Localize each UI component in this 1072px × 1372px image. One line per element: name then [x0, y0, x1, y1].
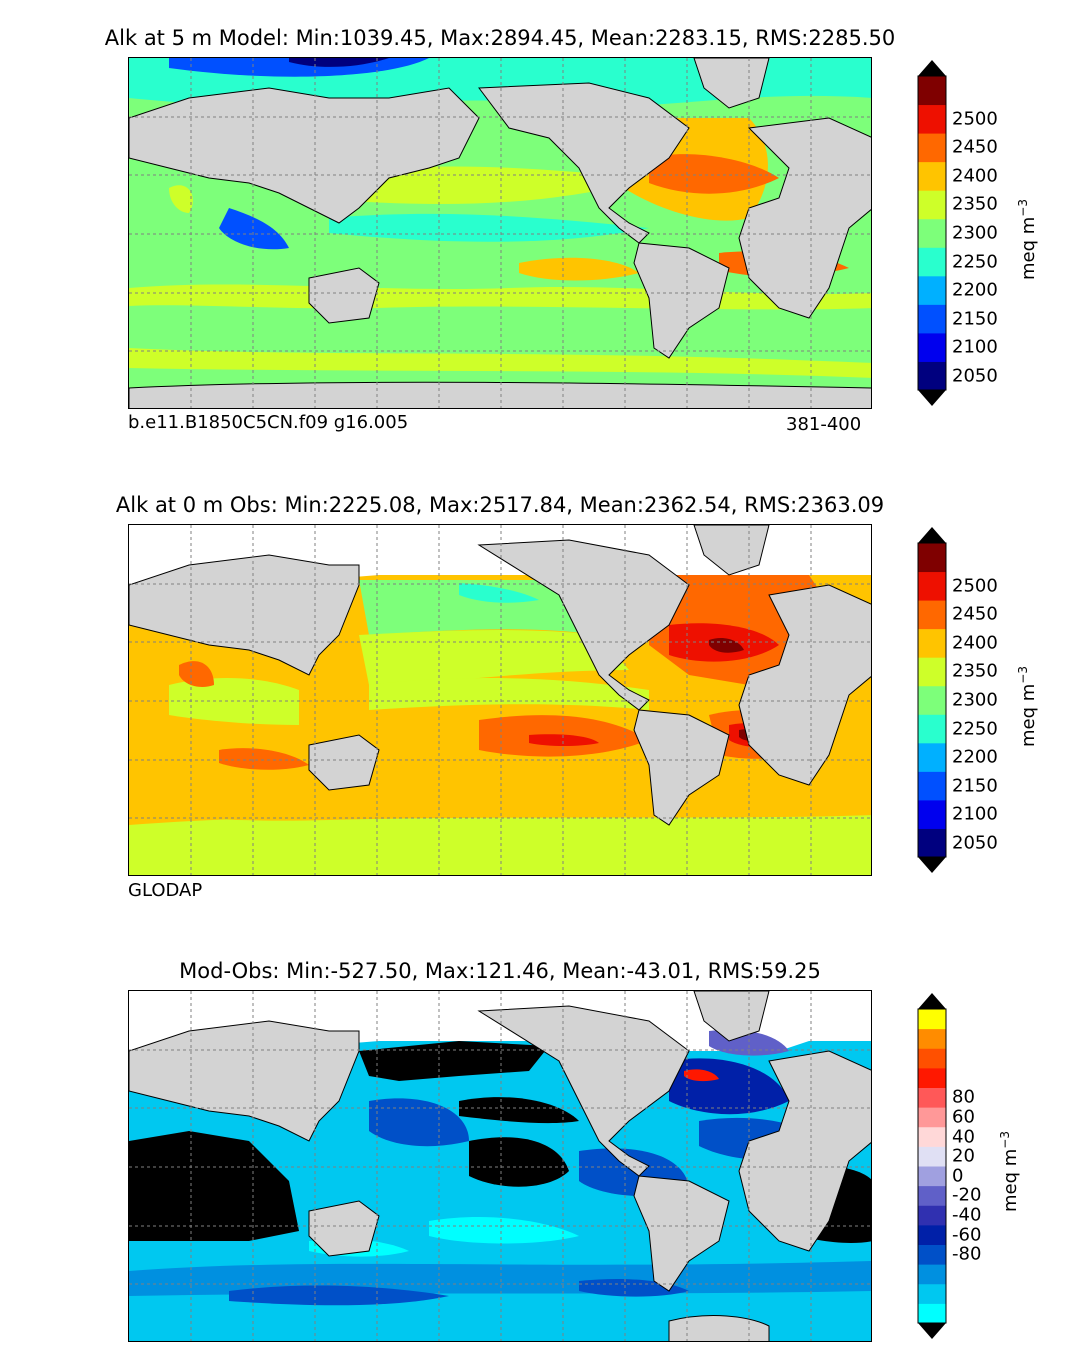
- colorbar-segment: [918, 1146, 946, 1167]
- colorbar-extend-max: [918, 527, 946, 543]
- panel-1-colorbar: [917, 60, 947, 406]
- colorbar-tick-label: 2500: [952, 575, 998, 597]
- colorbar-tick-label: 2250: [952, 718, 998, 740]
- colorbar-segment: [918, 1028, 946, 1049]
- colorbar-segment: [918, 628, 946, 658]
- colorbar-tick-label: 0: [952, 1165, 964, 1187]
- panel-2-colorbar: [917, 527, 947, 873]
- colorbar-tick-label: -60: [952, 1224, 982, 1246]
- colorbar-tick-label: 20: [952, 1145, 975, 1167]
- colorbar-segment: [918, 247, 946, 277]
- colorbar-tick-label: 2400: [952, 632, 998, 654]
- panel-1-years: 381-400: [786, 414, 862, 435]
- colorbar-svg: [917, 993, 947, 1339]
- colorbar-tick-label: 2300: [952, 689, 998, 711]
- panel-1-map: [128, 57, 872, 409]
- colorbar-segment: [918, 1126, 946, 1147]
- colorbar-segment: [918, 1048, 946, 1069]
- colorbar-segment: [918, 742, 946, 772]
- colorbar-segment: [918, 1264, 946, 1285]
- colorbar-segment: [918, 714, 946, 744]
- colorbar-segment: [918, 104, 946, 134]
- panel-2-unit-label: meq m−3: [1016, 666, 1039, 747]
- colorbar-extend-max: [918, 993, 946, 1009]
- colorbar-tick-label: -40: [952, 1204, 982, 1226]
- colorbar-extend-min: [918, 857, 946, 873]
- panel-1-title: Alk at 5 m Model: Min:1039.45, Max:2894.…: [104, 26, 896, 50]
- colorbar-tick-label: 2200: [952, 279, 998, 301]
- colorbar-tick-label: 2250: [952, 251, 998, 273]
- colorbar-segment: [918, 543, 946, 573]
- colorbar-tick-label: 2100: [952, 803, 998, 825]
- panel-1-case-name: b.e11.B1850C5CN.f09 g16.005: [128, 412, 409, 433]
- colorbar-segment: [918, 571, 946, 601]
- colorbar-segment: [918, 657, 946, 687]
- colorbar-extend-max: [918, 60, 946, 76]
- colorbar-segment: [918, 218, 946, 248]
- colorbar-segment: [918, 1283, 946, 1304]
- colorbar-tick-label: 80: [952, 1086, 975, 1108]
- colorbar-tick-label: 2050: [952, 832, 998, 854]
- colorbar-tick-label: 2300: [952, 222, 998, 244]
- colorbar-segment: [918, 332, 946, 362]
- colorbar-tick-label: 2200: [952, 746, 998, 768]
- colorbar-segment: [918, 190, 946, 220]
- panel-2-title: Alk at 0 m Obs: Min:2225.08, Max:2517.84…: [115, 493, 885, 517]
- colorbar-segment: [918, 771, 946, 801]
- colorbar-tick-label: 2150: [952, 775, 998, 797]
- colorbar-segment: [918, 1107, 946, 1128]
- colorbar-tick-label: 2350: [952, 193, 998, 215]
- colorbar-segment: [918, 1166, 946, 1187]
- colorbar-segment: [918, 1185, 946, 1206]
- panel-3-title: Mod-Obs: Min:-527.50, Max:121.46, Mean:-…: [179, 959, 821, 983]
- colorbar-segment: [918, 361, 946, 391]
- panel-3-map: [128, 990, 872, 1342]
- colorbar-border: [917, 542, 947, 858]
- colorbar-segment: [918, 799, 946, 829]
- panel-3-colorbar: [917, 993, 947, 1339]
- colorbar-segment: [918, 1009, 946, 1030]
- colorbar-segment: [918, 1244, 946, 1265]
- colorbar-segment: [918, 275, 946, 305]
- colorbar-border: [917, 75, 947, 391]
- colorbar-tick-label: -20: [952, 1184, 982, 1206]
- colorbar-tick-label: 40: [952, 1126, 975, 1148]
- colorbar-segment: [918, 1224, 946, 1245]
- colorbar-segment: [918, 1303, 946, 1324]
- panel-2-map: [128, 524, 872, 876]
- colorbar-tick-label: 2100: [952, 336, 998, 358]
- colorbar-border: [917, 1008, 947, 1324]
- colorbar-segment: [918, 828, 946, 858]
- panel-3-unit-label: meq m−3: [998, 1131, 1021, 1212]
- colorbar-segment: [918, 1087, 946, 1108]
- colorbar-segment: [918, 304, 946, 334]
- colorbar-tick-label: -80: [952, 1243, 982, 1265]
- colorbar-segment: [918, 600, 946, 630]
- colorbar-segment: [918, 133, 946, 163]
- colorbar-tick-label: 2400: [952, 165, 998, 187]
- colorbar-tick-label: 60: [952, 1106, 975, 1128]
- colorbar-tick-label: 2500: [952, 108, 998, 130]
- colorbar-tick-label: 2450: [952, 603, 998, 625]
- colorbar-extend-min: [918, 1323, 946, 1339]
- colorbar-extend-min: [918, 390, 946, 406]
- colorbar-segment: [918, 685, 946, 715]
- colorbar-segment: [918, 1205, 946, 1226]
- colorbar-segment: [918, 1067, 946, 1088]
- colorbar-tick-label: 2350: [952, 660, 998, 682]
- colorbar-tick-label: 2450: [952, 136, 998, 158]
- colorbar-svg: [917, 527, 947, 873]
- colorbar-svg: [917, 60, 947, 406]
- panel-2-source: GLODAP: [128, 880, 203, 901]
- panel-1-unit-label: meq m−3: [1016, 199, 1039, 280]
- colorbar-tick-label: 2050: [952, 365, 998, 387]
- colorbar-segment: [918, 76, 946, 106]
- colorbar-segment: [918, 161, 946, 191]
- colorbar-tick-label: 2150: [952, 308, 998, 330]
